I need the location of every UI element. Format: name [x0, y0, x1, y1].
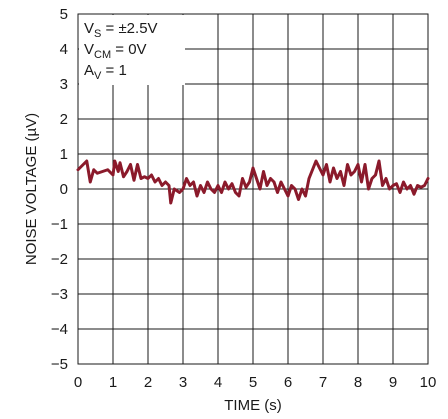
condition-label: VCM = 0V — [84, 41, 147, 61]
x-tick-label: 9 — [389, 374, 397, 391]
y-tick-label: 1 — [60, 146, 68, 163]
y-tick-label: −4 — [51, 321, 68, 338]
noise-voltage-series-line — [76, 159, 430, 205]
x-tick-label: 1 — [109, 374, 117, 391]
conditions-background — [79, 15, 185, 85]
x-tick-labels: 0 1 2 3 4 5 6 7 8 9 10 — [74, 374, 437, 391]
condition-label: AV = 1 — [84, 62, 127, 82]
y-tick-label: 2 — [60, 111, 68, 128]
x-axis-title: TIME (s) — [224, 397, 282, 414]
x-tick-label: 4 — [214, 374, 222, 391]
y-tick-label: 3 — [60, 76, 68, 93]
x-tick-label: 7 — [319, 374, 327, 391]
y-tick-label: 4 — [60, 41, 68, 58]
x-tick-label: 8 — [354, 374, 362, 391]
y-tick-label: −3 — [51, 286, 68, 303]
y-tick-label: −2 — [51, 251, 68, 268]
plot-frame — [77, 13, 429, 365]
x-tick-label: 5 — [249, 374, 257, 391]
x-tick-label: 3 — [179, 374, 187, 391]
y-tick-label: 0 — [60, 181, 68, 198]
y-tick-label: −5 — [51, 356, 68, 373]
y-tick-labels: −5 −4 −3 −2 −1 0 1 2 3 4 5 — [51, 6, 68, 373]
x-tick-label: 0 — [74, 374, 82, 391]
y-tick-label: −1 — [51, 216, 68, 233]
x-tick-label: 6 — [284, 374, 292, 391]
y-tick-label: 5 — [60, 6, 68, 23]
x-tick-label: 10 — [420, 374, 437, 391]
x-tick-label: 2 — [144, 374, 152, 391]
y-axis-title: NOISE VOLTAGE (µV) — [23, 113, 40, 265]
condition-label: VS = ±2.5V — [84, 20, 158, 40]
